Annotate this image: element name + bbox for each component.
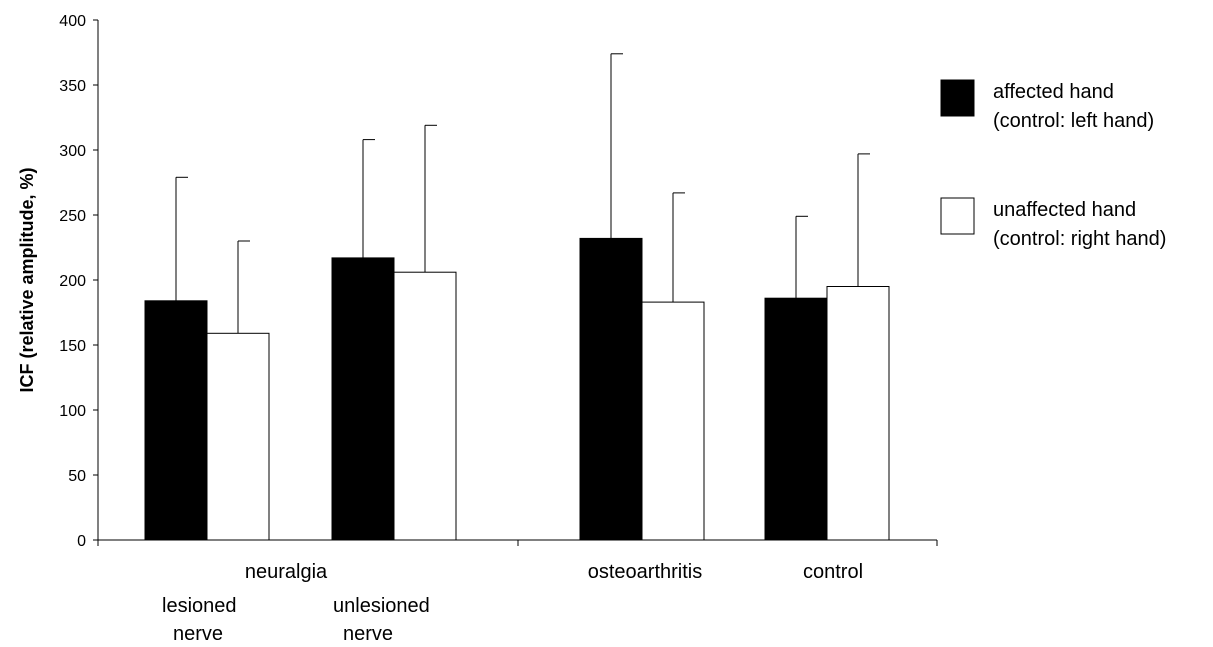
bar-affected-2 [579, 237, 643, 541]
group-label: control [803, 561, 863, 583]
subgroup-label: nerve [343, 623, 393, 645]
legend-label: (control: right hand) [993, 228, 1166, 250]
legend-label: (control: left hand) [993, 110, 1154, 132]
group-label: neuralgia [245, 561, 328, 583]
bar-unaffected-3 [826, 286, 890, 541]
legend-swatch [940, 79, 975, 117]
bar-affected-3 [764, 297, 828, 541]
bar-unaffected-1 [393, 271, 457, 541]
y-tick-label: 50 [68, 468, 86, 485]
error-bars [175, 53, 870, 334]
legend: affected hand (control: left hand) unaffec… [940, 79, 1166, 250]
bar-affected-0 [144, 300, 208, 541]
legend-label: affected hand [993, 81, 1114, 103]
y-tick-label: 0 [77, 533, 86, 550]
subgroup-label: unlesioned [333, 595, 430, 617]
y-tick-label: 350 [59, 78, 86, 95]
category-labels: neuralgia osteoarthritis control lesioned ne… [162, 561, 863, 645]
subgroup-label: lesioned [162, 595, 237, 617]
y-tick-label: 300 [59, 143, 86, 160]
subgroup-label: nerve [173, 623, 223, 645]
y-tick-label: 250 [59, 208, 86, 225]
y-tick-label: 400 [59, 13, 86, 30]
y-axis-ticks: 0 50 100 150 200 250 300 350 400 [59, 13, 938, 550]
bar-affected-1 [331, 257, 395, 541]
y-tick-label: 200 [59, 273, 86, 290]
group-label: osteoarthritis [588, 561, 703, 583]
y-axis-title: ICF (relative amplitude, %) [17, 167, 37, 392]
legend-swatch [940, 197, 975, 235]
bar-unaffected-2 [641, 301, 705, 541]
y-tick-label: 150 [59, 338, 86, 355]
bars [144, 237, 890, 541]
legend-label: unaffected hand [993, 199, 1136, 221]
y-tick-label: 100 [59, 403, 86, 420]
bar-unaffected-0 [206, 332, 270, 541]
